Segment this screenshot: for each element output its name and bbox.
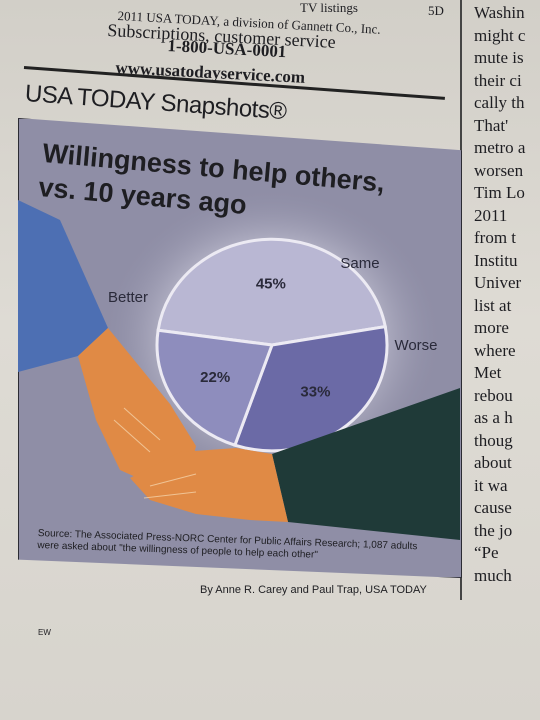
right-hand [130,448,288,522]
column-line: cally th [474,93,525,112]
pie-label-same: Same [340,255,379,272]
column-line: rebou [474,385,513,405]
column-line: cause [474,498,512,517]
column-line: the jo [474,520,513,540]
pie-slice-better [155,328,275,448]
column-line: as a h [474,408,513,427]
column-line: list at [474,295,512,315]
column-line: Tim Lo [474,183,525,202]
column-line: much [474,565,512,585]
right-sleeve [272,388,460,540]
column-line: worsen [474,160,524,180]
column-line: it wa [474,475,508,495]
pie-slice-worse [232,324,389,453]
left-sleeve [18,200,108,372]
column-line: Washin [474,3,525,22]
column-line: their ci [474,70,522,90]
pie-label-worse: Worse [394,337,437,354]
column-line: where [474,340,516,360]
pie-label-better: Better [108,289,148,306]
pie-value-better: 22% [200,369,230,386]
column-line: Institu [474,250,518,270]
adjacent-article-column: Washin might c mute is their ci cally th That… [474,2,540,587]
column-line: metro a [474,138,526,157]
column-line: about [474,453,512,472]
column-line: from t [474,228,517,247]
page-number: 5D [428,3,444,18]
tv-listings-label: TV listings [300,0,358,15]
bottom-mark: EW [38,628,51,637]
column-line: more [474,318,509,337]
column-line: thoug [474,430,513,450]
left-hand [78,328,196,488]
column-line: 2011 [474,205,508,225]
column-line: Met [474,363,502,382]
pie-value-same: 45% [256,276,286,293]
column-line: That' [474,115,509,135]
column-line: mute is [474,48,524,67]
column-line: might c [474,25,526,45]
byline: By Anne R. Carey and Paul Trap, USA TODA… [200,584,427,596]
pie-value-worse: 33% [300,384,330,401]
column-line: Univer [474,273,522,292]
pie-slice-same [156,237,388,347]
column-line: “Pe [474,543,499,562]
